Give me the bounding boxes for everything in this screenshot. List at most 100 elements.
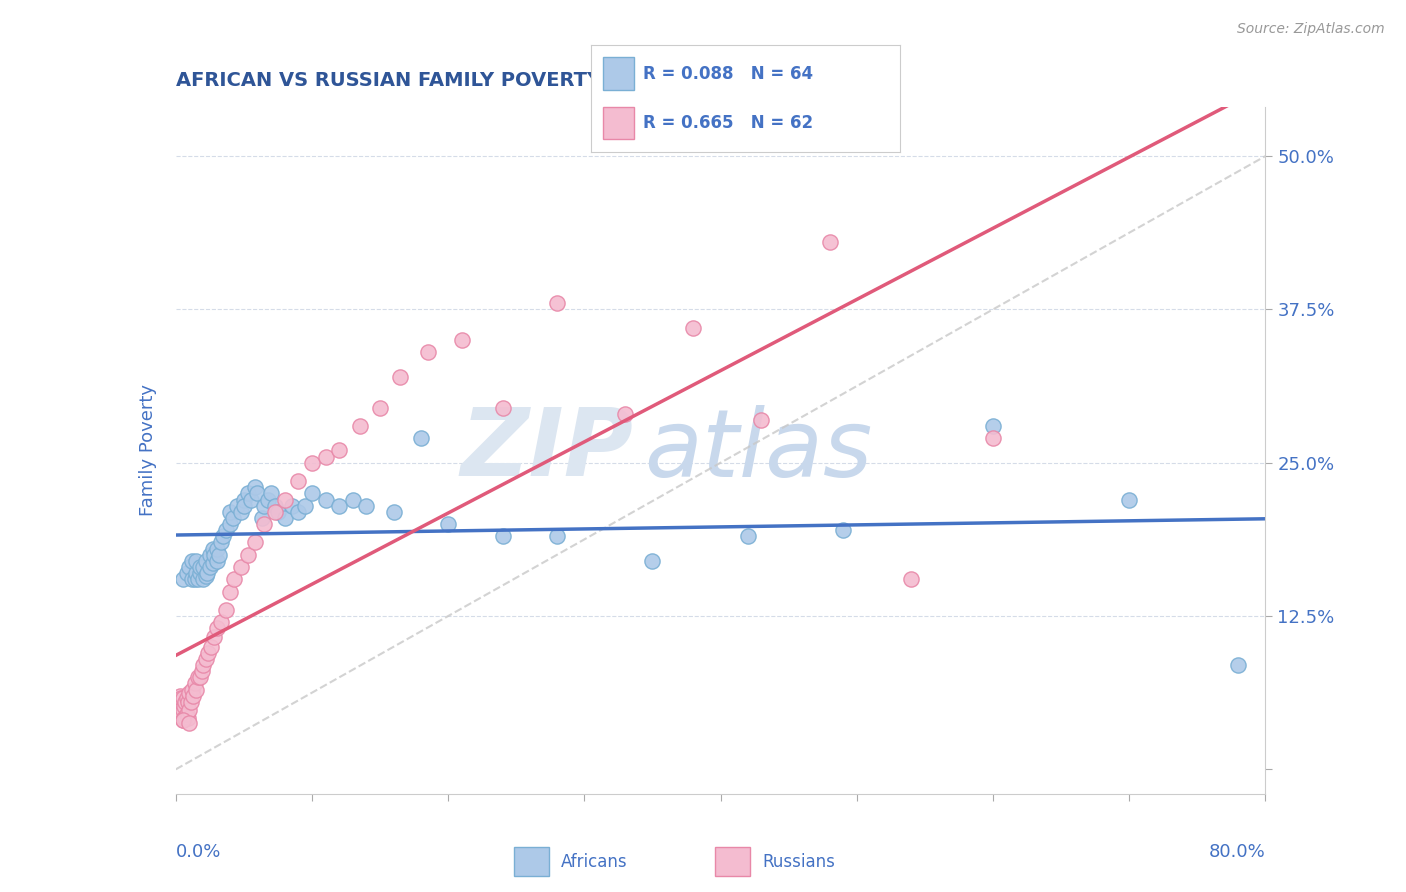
Point bbox=[184, 572, 207, 586]
Bar bbox=[603, 107, 634, 139]
Point bbox=[226, 499, 249, 513]
Point bbox=[328, 443, 350, 458]
Point bbox=[751, 413, 773, 427]
Point bbox=[737, 529, 759, 543]
Point bbox=[169, 689, 191, 703]
Point bbox=[186, 572, 209, 586]
Point bbox=[328, 499, 350, 513]
Point bbox=[287, 474, 309, 488]
Point bbox=[280, 499, 302, 513]
Point bbox=[301, 486, 323, 500]
Point bbox=[301, 456, 323, 470]
Point bbox=[641, 554, 664, 568]
Point bbox=[246, 486, 269, 500]
Point bbox=[194, 652, 217, 666]
Point bbox=[315, 492, 337, 507]
Point bbox=[349, 419, 371, 434]
Point bbox=[201, 557, 224, 571]
Point bbox=[197, 646, 219, 660]
Point bbox=[409, 431, 432, 445]
Point bbox=[492, 529, 515, 543]
Point bbox=[274, 492, 297, 507]
Point bbox=[176, 566, 198, 581]
Point bbox=[239, 492, 262, 507]
Point bbox=[177, 711, 200, 725]
Text: R = 0.088   N = 64: R = 0.088 N = 64 bbox=[643, 64, 813, 82]
Point bbox=[287, 505, 309, 519]
Point bbox=[174, 695, 197, 709]
Point bbox=[205, 554, 228, 568]
Point bbox=[184, 676, 207, 690]
Point bbox=[981, 419, 1004, 434]
Text: ZIP: ZIP bbox=[461, 404, 633, 497]
Point bbox=[172, 703, 194, 717]
Point bbox=[900, 572, 922, 586]
Point bbox=[209, 535, 232, 549]
Point bbox=[416, 345, 439, 359]
Point bbox=[198, 548, 221, 562]
Point bbox=[215, 603, 238, 617]
Point bbox=[1227, 658, 1250, 673]
Point bbox=[194, 568, 217, 582]
Point bbox=[174, 711, 197, 725]
Point bbox=[190, 664, 212, 679]
Point bbox=[173, 711, 195, 725]
Point bbox=[250, 511, 273, 525]
Text: atlas: atlas bbox=[644, 405, 873, 496]
Text: 80.0%: 80.0% bbox=[1209, 843, 1265, 861]
Point bbox=[188, 566, 211, 581]
Point bbox=[236, 486, 259, 500]
Point bbox=[169, 703, 191, 717]
Point bbox=[176, 691, 198, 706]
Point bbox=[1118, 492, 1140, 507]
Point bbox=[294, 499, 316, 513]
Point bbox=[212, 529, 235, 543]
Text: Africans: Africans bbox=[561, 853, 628, 871]
Point bbox=[186, 554, 208, 568]
Point bbox=[194, 554, 217, 568]
Point bbox=[179, 686, 201, 700]
Point bbox=[188, 560, 211, 574]
Point bbox=[165, 695, 187, 709]
Point bbox=[167, 701, 190, 715]
Point bbox=[274, 511, 297, 525]
Point bbox=[172, 572, 194, 586]
Point bbox=[243, 535, 266, 549]
Text: Russians: Russians bbox=[762, 853, 835, 871]
Bar bbox=[714, 847, 751, 876]
Point bbox=[232, 499, 254, 513]
Point bbox=[202, 548, 225, 562]
Point bbox=[200, 640, 222, 654]
Point bbox=[173, 698, 195, 713]
Point bbox=[181, 682, 204, 697]
Point bbox=[195, 566, 218, 581]
Point bbox=[177, 695, 200, 709]
Bar bbox=[515, 847, 550, 876]
Point bbox=[209, 615, 232, 630]
Point bbox=[257, 492, 280, 507]
Point bbox=[253, 517, 276, 532]
Point bbox=[219, 505, 242, 519]
Point bbox=[186, 670, 209, 684]
Text: R = 0.665   N = 62: R = 0.665 N = 62 bbox=[643, 114, 813, 132]
Point bbox=[450, 333, 472, 347]
Point bbox=[356, 499, 378, 513]
Point bbox=[181, 572, 204, 586]
Point bbox=[382, 505, 405, 519]
Point bbox=[191, 658, 214, 673]
Point bbox=[437, 517, 460, 532]
Point bbox=[682, 321, 704, 335]
Point bbox=[264, 505, 287, 519]
Point bbox=[231, 560, 253, 574]
Point bbox=[186, 682, 208, 697]
Point bbox=[191, 560, 214, 574]
Text: AFRICAN VS RUSSIAN FAMILY POVERTY CORRELATION CHART: AFRICAN VS RUSSIAN FAMILY POVERTY CORREL… bbox=[176, 71, 841, 90]
Point bbox=[179, 715, 201, 730]
Point bbox=[208, 548, 231, 562]
Point bbox=[215, 523, 238, 537]
Point bbox=[172, 691, 194, 706]
Point bbox=[179, 703, 201, 717]
Point bbox=[172, 714, 194, 728]
Point bbox=[219, 517, 242, 532]
Point bbox=[260, 486, 283, 500]
